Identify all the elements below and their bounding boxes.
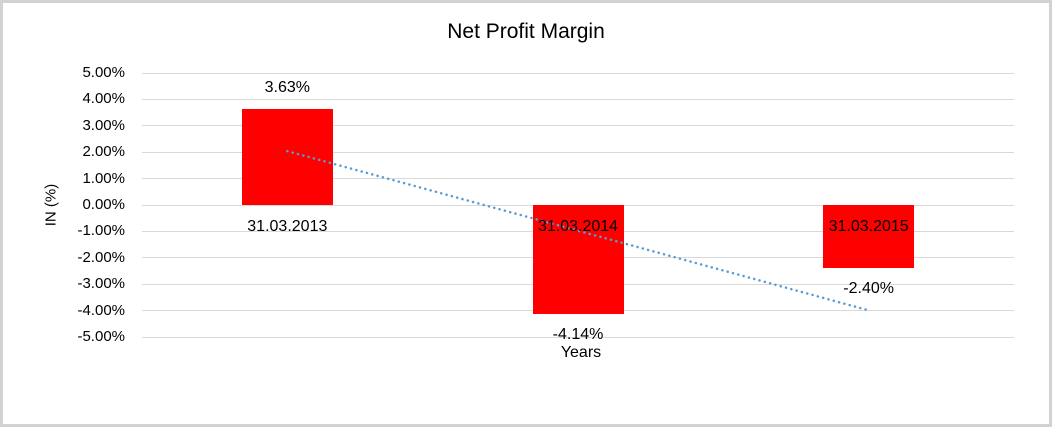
- y-tick-label: 0.00%: [82, 196, 125, 213]
- x-axis-title: Years: [560, 344, 602, 361]
- y-tick-label: 1.00%: [82, 169, 125, 187]
- bar-category-label: 31.03.2014: [537, 218, 619, 235]
- y-tick-label: -1.00%: [77, 222, 125, 240]
- trendline-layer: [286, 149, 870, 312]
- gridline: [142, 151, 1014, 153]
- bar-value-label: 3.63%: [264, 79, 311, 97]
- y-tick-label: -3.00%: [77, 275, 125, 293]
- gridline: [142, 98, 1014, 100]
- bar-value-label: -4.14%: [552, 326, 604, 344]
- y-tick-label: 5.00%: [82, 64, 125, 81]
- y-tick-label: 3.00%: [82, 116, 125, 134]
- bar-category-label: 31.03.2015: [828, 218, 909, 235]
- y-tick-label: -4.00%: [77, 301, 125, 319]
- y-tick-label: 2.00%: [82, 143, 125, 161]
- trendline: [286, 149, 870, 312]
- gridline: [142, 72, 1014, 74]
- chart-title: Net Profit Margin: [447, 20, 605, 43]
- y-tick-label: -5.00%: [77, 328, 125, 345]
- gridline: [142, 336, 1014, 338]
- gridline: [142, 125, 1014, 127]
- bar-value-label: -2.40%: [843, 280, 894, 298]
- bar: [241, 109, 333, 205]
- gridline: [142, 178, 1014, 180]
- bar: [823, 205, 915, 269]
- y-tick-label: 4.00%: [82, 90, 125, 108]
- bar-category-label: 31.03.2013: [247, 218, 328, 235]
- y-tick-label: -2.00%: [77, 248, 125, 266]
